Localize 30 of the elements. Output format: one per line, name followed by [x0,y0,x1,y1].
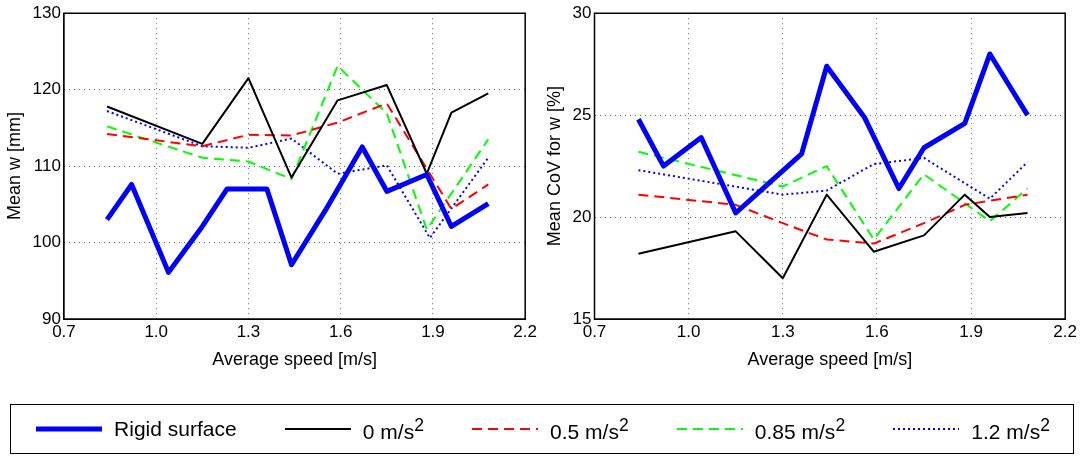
x-tick-label: 2.2 [1053,321,1077,341]
x-tick-label: 2.2 [513,321,537,341]
x-tick-label: 1.9 [959,321,983,341]
legend-label: 1.2 m/s$^{2}$ [971,414,1050,444]
y-tick-label: 110 [33,155,61,175]
x-tick-label: 1.3 [770,321,795,341]
x-tick-label: 1.6 [865,321,889,341]
x-axis-title: Average speed [m/s] [747,349,913,370]
y-tick-label: 25 [572,104,592,124]
y-axis-title: Mean CoV for w [%] [543,86,564,247]
x-tick-label: 1.0 [676,321,701,341]
legend-label: Rigid surface [114,417,237,441]
legend-label: 0.5 m/s$^{2}$ [550,414,629,444]
line-series [106,64,490,231]
y-axis-title: Mean w [mm] [3,112,24,221]
legend-label: 0 m/s$^{2}$ [362,414,424,444]
x-tick-label: 1.6 [328,321,353,341]
line-series [637,193,1029,245]
y-tick-label: 20 [572,206,592,226]
y-tick-label: 120 [32,79,61,99]
x-tick-label: 1.3 [236,321,261,341]
x-tick-label: 1.0 [144,321,169,341]
y-tick-label: 130 [32,2,61,22]
y-tick-label: 30 [572,2,592,22]
y-tick-label: 100 [32,232,61,252]
x-tick-label: 1.9 [421,321,445,341]
x-axis-title: Average speed [m/s] [212,349,377,370]
line-series [106,102,490,210]
line-series [637,150,1029,241]
legend-label: 0.85 m/s$^{2}$ [754,414,846,444]
